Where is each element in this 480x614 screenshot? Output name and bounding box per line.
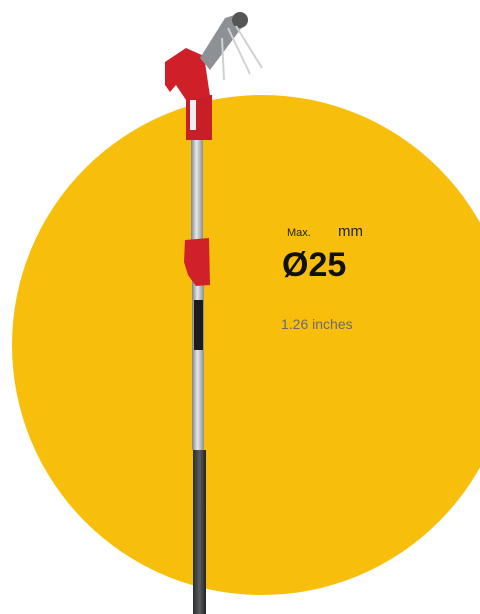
page: Max. mm Ø25 1.26 inches (() => { const d… bbox=[0, 0, 480, 614]
inches-value: 1.26 inches bbox=[281, 316, 353, 332]
max-label: Max. bbox=[287, 227, 311, 239]
product-image: Max. mm Ø25 1.26 inches bbox=[0, 0, 480, 614]
unit-label: mm bbox=[338, 223, 363, 240]
yellow-circle bbox=[12, 95, 480, 595]
diameter-value: Ø25 bbox=[282, 246, 346, 284]
